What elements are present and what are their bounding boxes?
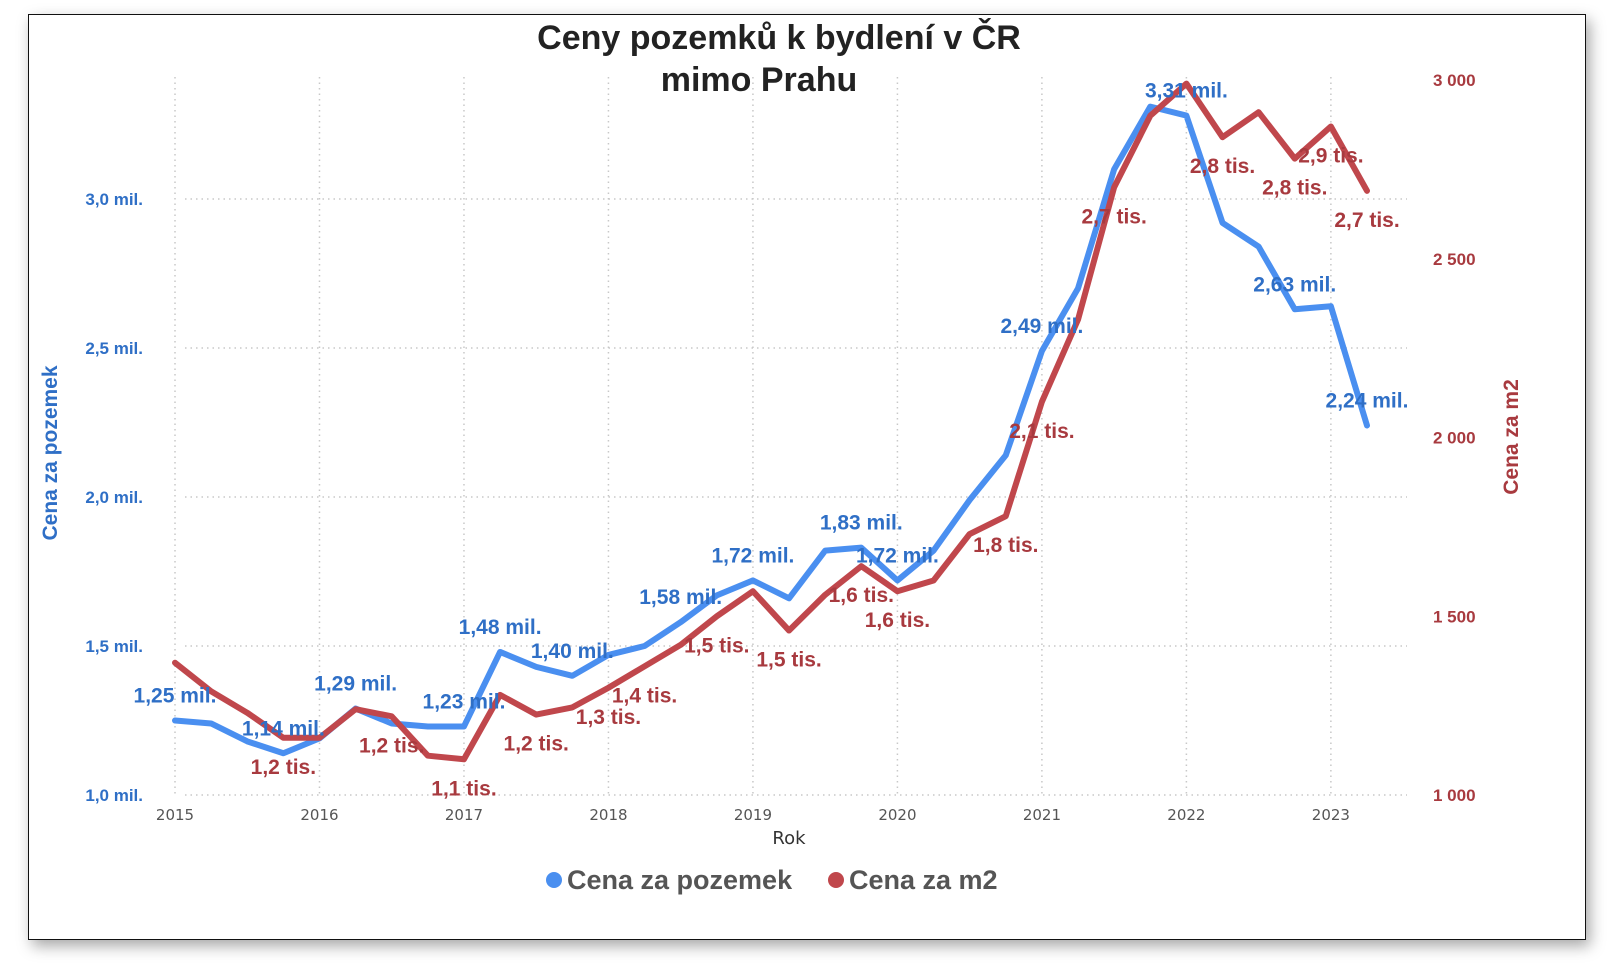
data-label-cena-za-m2: 1,2 tis.: [359, 734, 424, 757]
chart-title-line-1: Ceny pozemků k bydlení v ČR: [537, 18, 1021, 57]
y-axis-left-title: Cena za pozemek: [39, 365, 62, 540]
data-label-cena-za-m2: 1,8 tis.: [973, 534, 1038, 557]
legend-label-cena-za-m2: Cena za m2: [849, 865, 998, 895]
x-tick-label: 2016: [300, 806, 338, 824]
data-label-cena-za-pozemek: 1,58 mil.: [639, 586, 722, 609]
data-label-cena-za-pozemek: 1,25 mil.: [134, 685, 217, 708]
legend-label-cena-za-pozemek: Cena za pozemek: [567, 865, 793, 895]
chart-frame: Ceny pozemků k bydlení v ČR mimo Prahu 2…: [28, 14, 1586, 940]
legend-marker-cena-za-m2: [828, 872, 844, 888]
x-tick-label: 2021: [1023, 806, 1061, 824]
data-label-cena-za-m2: 2,8 tis.: [1190, 155, 1255, 178]
data-label-cena-za-m2: 2,7 tis.: [1334, 209, 1399, 232]
data-label-cena-za-pozemek: 1,72 mil.: [711, 544, 794, 567]
data-label-cena-za-m2: 1,5 tis.: [684, 634, 749, 657]
y-right-tick-label: 2 500: [1433, 250, 1476, 269]
data-label-cena-za-pozemek: 1,72 mil.: [856, 544, 939, 567]
data-label-cena-za-m2: 1,6 tis.: [865, 609, 930, 632]
y-left-tick-label: 3,0 mil.: [85, 190, 143, 209]
data-label-cena-za-m2: 1,1 tis.: [431, 777, 496, 800]
data-label-layer: 1,25 mil. 1,14 mil. 1,29 mil. 1,23 mil. 1,48…: [134, 80, 1409, 801]
data-label-cena-za-m2: 2,7 tis.: [1081, 205, 1146, 228]
y-right-tick-label: 3 000: [1433, 71, 1476, 90]
chart-title-line-2: mimo Prahu: [661, 61, 857, 99]
data-label-cena-za-m2: 1,4 tis.: [612, 684, 677, 707]
legend-marker-cena-za-pozemek: [546, 872, 562, 888]
y-right-tick-label: 1 500: [1433, 607, 1476, 626]
data-label-cena-za-pozemek: 1,83 mil.: [820, 512, 903, 535]
data-label-cena-za-pozemek: 2,49 mil.: [1000, 315, 1083, 338]
y-left-tick-label: 1,0 mil.: [85, 786, 143, 805]
data-label-cena-za-m2: 1,5 tis.: [756, 649, 821, 672]
data-label-cena-za-pozemek: 1,23 mil.: [423, 690, 506, 713]
x-tick-label: 2020: [878, 806, 916, 824]
y-left-tick-label: 1,5 mil.: [85, 637, 143, 656]
x-tick-label: 2017: [445, 806, 483, 824]
x-tick-label: 2019: [734, 806, 772, 824]
x-tick-label: 2023: [1312, 806, 1350, 824]
data-label-cena-za-pozemek: 2,24 mil.: [1326, 389, 1409, 412]
y-right-tick-label: 1 000: [1433, 786, 1476, 805]
y-axis-right-title: Cena za m2: [1500, 379, 1523, 495]
x-tick-label: 2015: [156, 806, 194, 824]
data-label-cena-za-m2: 1,3 tis.: [576, 706, 641, 729]
series-line-cena-za-m2: [172, 80, 1370, 763]
data-label-cena-za-pozemek: 1,14 mil.: [242, 717, 325, 740]
data-label-cena-za-pozemek: 1,48 mil.: [459, 616, 542, 639]
series-layer: [172, 80, 1370, 763]
series-line-cena-za-pozemek: [172, 103, 1370, 757]
data-label-cena-za-pozemek: 3,31 mil.: [1145, 80, 1228, 103]
tick-layer: 2015 2016 2017 2018 2019 2020 2021 2022 2023 1,0 …: [85, 71, 1475, 824]
x-axis-title: Rok: [772, 828, 806, 849]
legend: Cena za pozemek Cena za m2: [546, 865, 998, 895]
data-label-cena-za-m2: 1,2 tis.: [251, 756, 316, 779]
data-label-cena-za-pozemek: 2,63 mil.: [1253, 273, 1336, 296]
grid-layer: [174, 77, 1407, 796]
y-left-tick-label: 2,0 mil.: [85, 488, 143, 507]
data-label-cena-za-pozemek: 1,40 mil.: [531, 640, 614, 663]
data-label-cena-za-m2: 2,9 tis.: [1298, 144, 1363, 167]
data-label-cena-za-m2: 2,8 tis.: [1262, 177, 1327, 200]
data-label-cena-za-m2: 1,2 tis.: [504, 733, 569, 756]
x-tick-label: 2018: [589, 806, 627, 824]
data-label-cena-za-pozemek: 1,29 mil.: [314, 673, 397, 696]
x-tick-label: 2022: [1167, 806, 1205, 824]
y-left-tick-label: 2,5 mil.: [85, 339, 143, 358]
chart-svg: Ceny pozemků k bydlení v ČR mimo Prahu 2…: [39, 18, 1523, 895]
y-right-tick-label: 2 000: [1433, 429, 1476, 448]
data-label-cena-za-m2: 1,6 tis.: [829, 584, 894, 607]
data-label-cena-za-m2: 2,1 tis.: [1009, 420, 1074, 443]
